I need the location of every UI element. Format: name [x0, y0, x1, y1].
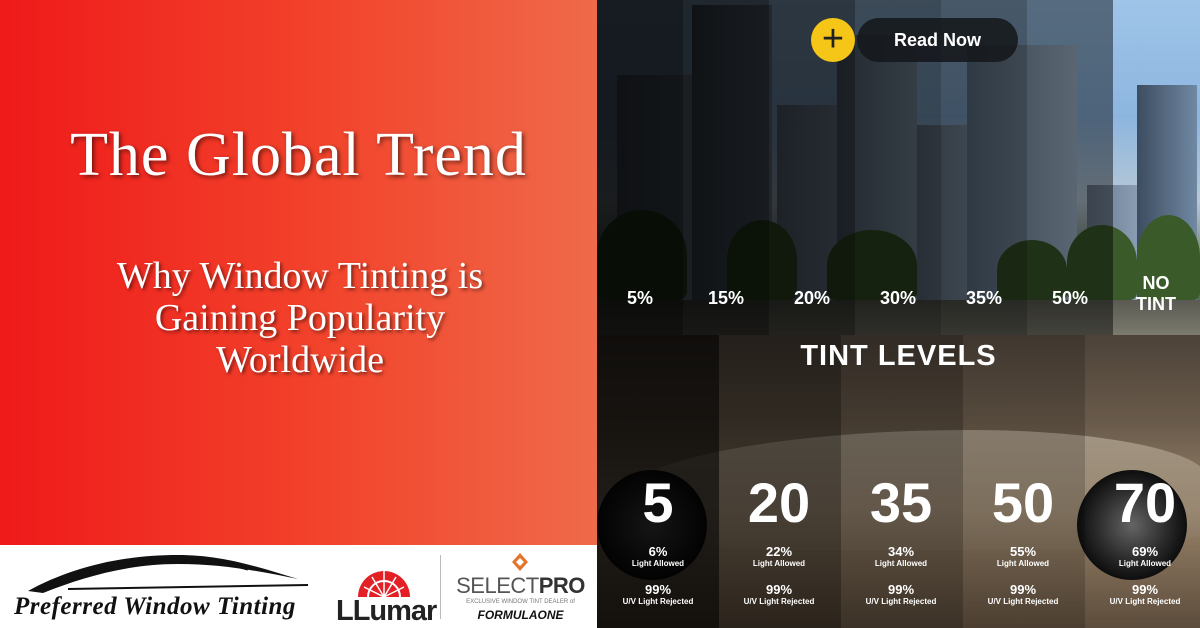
no-tint-line: TINT [1136, 294, 1176, 314]
tint-percent-label: 30% [879, 288, 917, 308]
tint-percent-label: 50% [1051, 288, 1089, 308]
uv-rejected-label: U/V Light Rejected [865, 597, 937, 606]
light-allowed-value: 55% [1009, 544, 1037, 559]
light-allowed-label: Light Allowed [752, 559, 806, 568]
llumar-emblem-icon [358, 571, 410, 598]
preferred-window-tinting-wordmark: Preferred Window Tinting [14, 593, 296, 620]
read-now-pill[interactable]: Read Now [857, 18, 1018, 62]
light-allowed-label: Light Allowed [1118, 559, 1172, 568]
selectpro-wordmark: SELECTPRO [448, 573, 593, 599]
tint-percent-label: 20% [793, 288, 831, 308]
no-tint-label: NO TINT [1113, 273, 1199, 315]
light-allowed-label: Light Allowed [874, 559, 928, 568]
uv-rejected-label: U/V Light Rejected [987, 597, 1059, 606]
llumar-wordmark: LLumar [336, 595, 437, 627]
light-allowed-label: Light Allowed [631, 559, 685, 568]
uv-rejected-value: 99% [1009, 582, 1037, 597]
hero-subtitle: Why Window Tinting is Gaining Popularity… [20, 255, 580, 381]
selectpro-name-b: PRO [538, 573, 586, 598]
uv-rejected-label: U/V Light Rejected [1109, 597, 1181, 606]
tint-percent-label: 5% [626, 288, 653, 308]
tint-percent-label: 15% [707, 288, 745, 308]
uv-rejected-label: U/V Light Rejected [622, 597, 694, 606]
formulaone-wordmark: FORMULAONE [477, 608, 564, 622]
logo-divider [440, 555, 441, 619]
read-now-button[interactable]: + Read Now [811, 18, 1018, 62]
selectpro-logo: SELECTPRO EXCLUSIVE WINDOW TINT DEALER o… [448, 553, 593, 625]
light-allowed-value: 34% [887, 544, 915, 559]
tint-level-number: 50 [991, 471, 1055, 534]
no-tint-line: NO [1142, 273, 1170, 293]
tint-level-number: 35 [869, 471, 933, 534]
uv-rejected-value: 99% [765, 582, 793, 597]
subtitle-line: Gaining Popularity [154, 297, 446, 339]
tint-level-number: 5 [642, 471, 674, 534]
light-allowed-value: 69% [1131, 544, 1159, 559]
tint-level-number: 70 [1113, 471, 1177, 534]
uv-rejected-value: 99% [644, 582, 672, 597]
light-allowed-value: 22% [765, 544, 793, 559]
plus-icon[interactable]: + [811, 18, 855, 62]
llumar-logo: LLumar [336, 557, 437, 627]
hero-title: The Global Trend [70, 121, 527, 189]
light-allowed-label: Light Allowed [996, 559, 1050, 568]
hero-panel: The Global Trend Why Window Tinting is G… [0, 0, 597, 545]
uv-rejected-label: U/V Light Rejected [743, 597, 815, 606]
tint-level-number: 20 [747, 471, 811, 534]
partner-logos: Preferred Window Tinting LLumar SELECTPR… [0, 545, 597, 628]
tint-percent-label: 35% [965, 288, 1003, 308]
subtitle-line: Worldwide [216, 339, 384, 381]
subtitle-line: Why Window Tinting is [116, 255, 484, 297]
light-allowed-value: 6% [648, 544, 668, 559]
selectpro-tagline: EXCLUSIVE WINDOW TINT DEALER of [466, 599, 575, 605]
tint-levels-heading: TINT LEVELS [800, 340, 997, 372]
car-silhouette-icon [28, 555, 309, 593]
selectpro-name-a: SELECT [456, 573, 539, 598]
preferred-window-tinting-logo: Preferred Window Tinting [8, 549, 328, 625]
read-now-label: Read Now [893, 30, 981, 50]
tint-comparison-photo: 5% 15% 20% 30% 35% 50% NO TINT TINT LEVE… [597, 0, 1200, 628]
uv-rejected-value: 99% [1131, 582, 1159, 597]
selectpro-diamond-icon [512, 553, 528, 571]
uv-rejected-value: 99% [887, 582, 915, 597]
